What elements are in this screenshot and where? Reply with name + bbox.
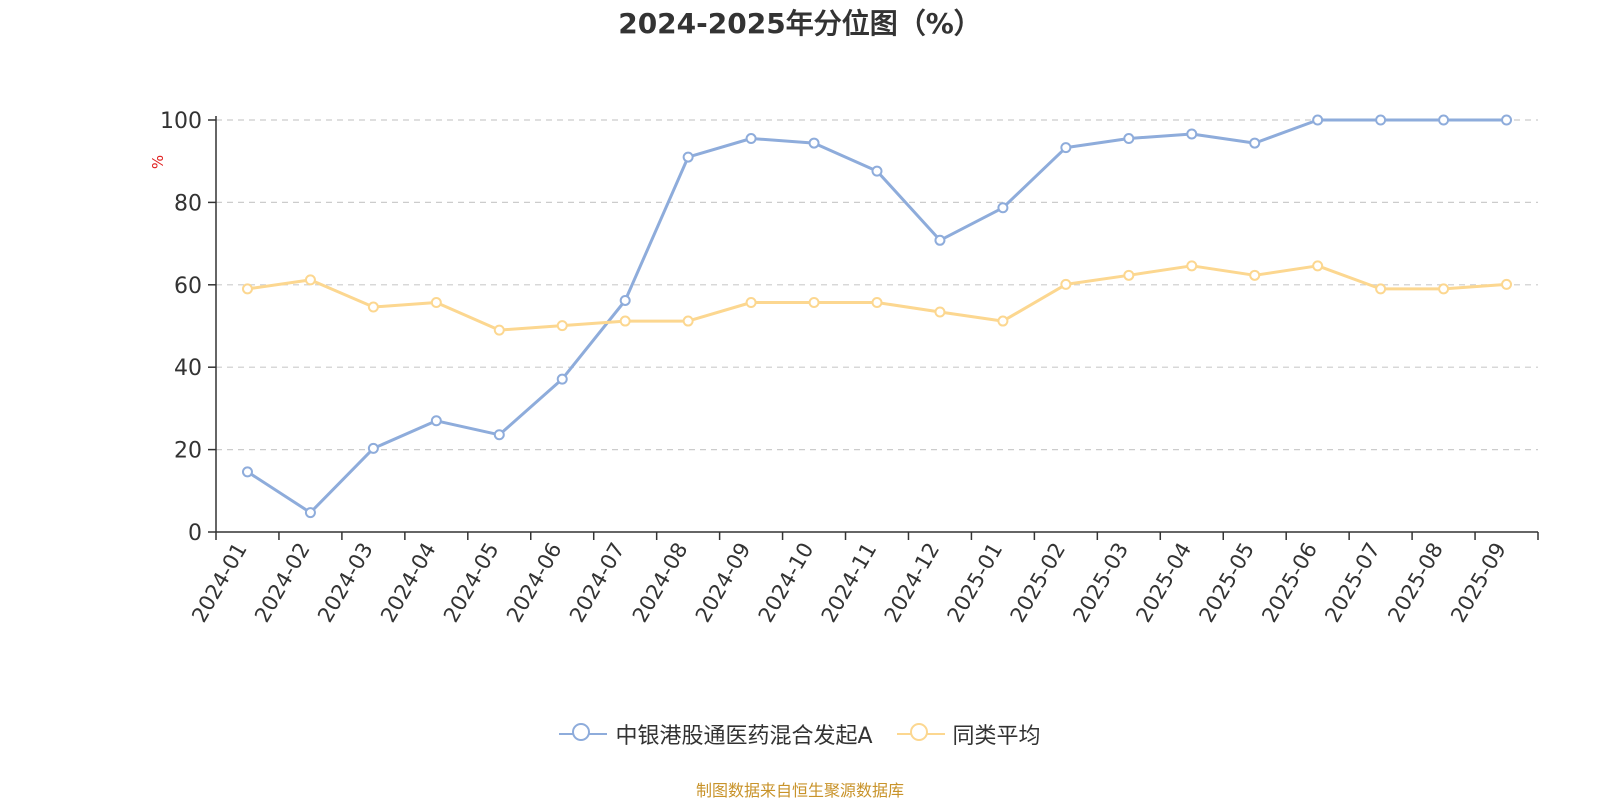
legend-item-peer-average[interactable]: 同类平均: [896, 718, 1041, 750]
fund-data-point: [1375, 114, 1387, 126]
source-note: 制图数据来自恒生聚源数据库: [695, 781, 904, 800]
legend-peer-label: 同类平均: [952, 724, 1041, 749]
legend-item-fund[interactable]: 中银港股通医药混合发起A: [559, 718, 873, 750]
x-tick-label: 2024-10: [754, 539, 819, 627]
fund-data-point: [1123, 133, 1135, 145]
fund-data-point: [619, 294, 631, 306]
y-tick-label: 0: [188, 521, 202, 546]
peer-average-data-point: [619, 315, 631, 327]
peer-average-data-point: [808, 297, 820, 309]
legend-peer-marker-icon: [896, 720, 945, 748]
x-tick-label: 2024-04: [376, 539, 441, 627]
peer-average-data-point: [934, 306, 946, 318]
peer-average-data-point: [682, 315, 694, 327]
fund-data-point: [934, 234, 946, 246]
peer-average-data-point: [493, 324, 505, 336]
fund-data-point: [1060, 142, 1072, 154]
legend-fund-label: 中银港股通医药混合发起A: [615, 724, 873, 749]
x-tick-label: 2024-02: [250, 539, 315, 627]
fund-data-point: [367, 442, 379, 454]
peer-average-data-point: [997, 315, 1009, 327]
fund-data-point: [241, 466, 253, 478]
fund-data-point: [871, 165, 883, 177]
peer-average-data-point: [241, 283, 253, 295]
legend-fund-marker-icon: [559, 720, 608, 748]
peer-average-data-point: [745, 297, 757, 309]
peer-average-data-point: [304, 274, 316, 286]
fund-data-point: [682, 151, 694, 163]
y-tick-label: 100: [160, 109, 202, 134]
peer-average-data-point: [1375, 283, 1387, 295]
x-tick-label: 2025-03: [1068, 539, 1133, 627]
y-tick-label: 20: [174, 439, 202, 464]
fund-data-point: [745, 133, 757, 145]
x-tick-label: 2024-06: [502, 539, 567, 627]
peer-average-data-point: [1249, 269, 1261, 281]
x-tick-label: 2025-02: [1006, 539, 1071, 627]
peer-average-data-point: [1438, 283, 1450, 295]
y-tick-label: 40: [174, 356, 202, 381]
peer-average-data-point: [1501, 278, 1513, 290]
y-axis-unit-label: %: [149, 155, 167, 169]
x-tick-label: 2024-11: [817, 539, 882, 627]
x-tick-label: 2025-07: [1320, 539, 1385, 627]
peer-average-data-point: [1123, 269, 1135, 281]
x-tick-label: 2025-05: [1194, 539, 1259, 627]
peer-average-data-point: [430, 297, 442, 309]
fund-data-point: [556, 373, 568, 385]
fund-data-point: [808, 137, 820, 149]
fund-data-point: [1501, 114, 1513, 126]
x-tick-label: 2024-05: [439, 539, 504, 627]
x-tick-label: 2024-07: [565, 539, 630, 627]
x-tick-label: 2025-09: [1446, 539, 1511, 627]
x-tick-label: 2024-03: [313, 539, 378, 627]
fund-data-point: [1186, 128, 1198, 140]
x-tick-label: 2024-08: [628, 539, 693, 627]
x-tick-label: 2025-04: [1131, 539, 1196, 627]
peer-average-data-point: [1060, 278, 1072, 290]
x-tick-label: 2025-06: [1257, 539, 1322, 627]
chart-title: 2024-2025年分位图（%）: [618, 7, 982, 40]
peer-average-data-point: [1186, 260, 1198, 272]
fund-data-point: [997, 202, 1009, 214]
legend: 中银港股通医药混合发起A 同类平均: [0, 718, 1600, 750]
x-tick-label: 2025-01: [943, 539, 1008, 627]
peer-average-data-point: [1312, 260, 1324, 272]
x-tick-label: 2024-12: [880, 539, 945, 627]
y-tick-label: 60: [174, 274, 202, 299]
peer-average-data-point: [367, 301, 379, 313]
fund-data-point: [1312, 114, 1324, 126]
peer-average-data-point: [871, 297, 883, 309]
fund-data-point: [430, 415, 442, 427]
fund-series-line: [246, 118, 1507, 515]
fund-data-point: [1249, 137, 1261, 149]
fund-data-point: [493, 429, 505, 441]
fund-data-point: [304, 507, 316, 519]
peer-average-data-point: [556, 320, 568, 332]
x-tick-label: 2024-09: [691, 539, 756, 627]
y-tick-label: 80: [174, 191, 202, 216]
fund-data-point: [1438, 114, 1450, 126]
x-tick-label: 2025-08: [1383, 539, 1448, 627]
x-tick-label: 2024-01: [187, 539, 252, 627]
